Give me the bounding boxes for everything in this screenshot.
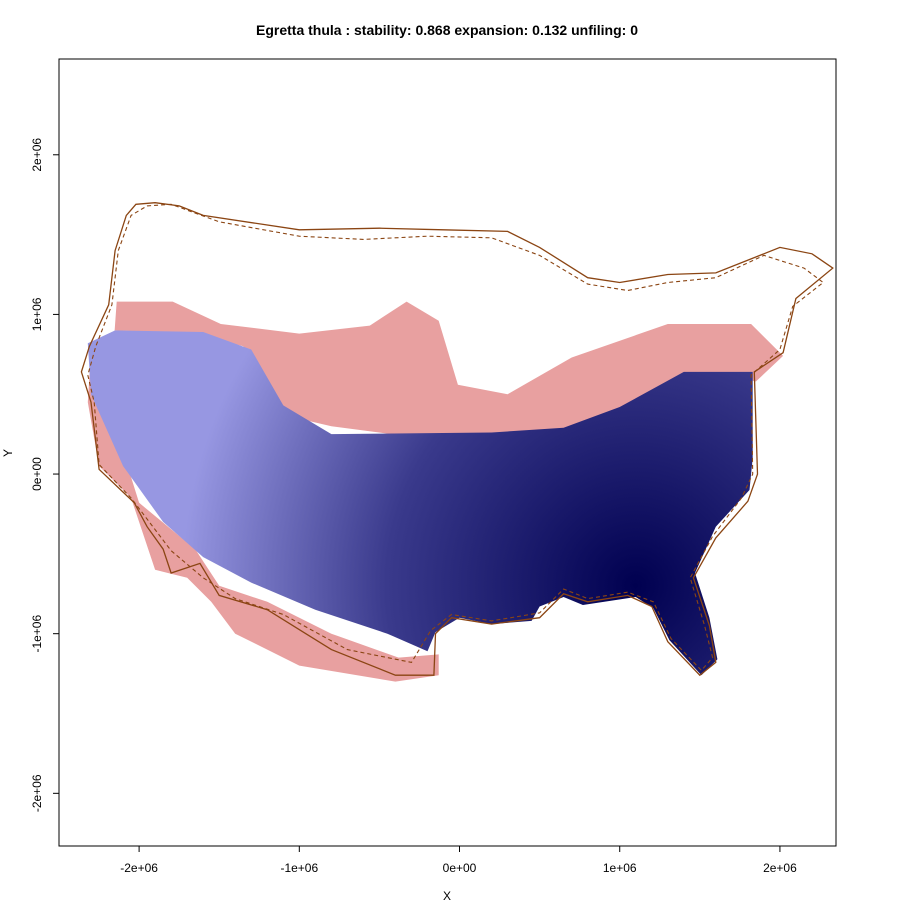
y-axis: -2e+06 -1e+06 0e+00 1e+06 2e+06: [30, 138, 59, 812]
x-axis: -2e+06 -1e+06 0e+00 1e+06 2e+06: [120, 846, 797, 875]
plot-layers: [80, 202, 834, 682]
range-outline-solid: [80, 202, 834, 677]
x-axis-label: X: [443, 889, 451, 903]
range-outline-dashed: [87, 203, 825, 672]
plot-frame: [58, 58, 837, 847]
chart-title: Egretta thula : stability: 0.868 expansi…: [256, 22, 638, 38]
y-tick-label: 0e+00: [30, 457, 44, 491]
x-tick-label: 2e+06: [763, 861, 797, 875]
y-tick-label: 1e+06: [30, 297, 44, 331]
stability-area: [87, 330, 753, 676]
y-tick-label: -2e+06: [30, 774, 44, 812]
y-tick-label: -1e+06: [30, 615, 44, 653]
x-tick-label: 0e+00: [443, 861, 477, 875]
x-tick-label: 1e+06: [603, 861, 637, 875]
y-axis-label: Y: [1, 449, 15, 457]
x-tick-label: -2e+06: [120, 861, 158, 875]
expansion-area: [87, 301, 784, 682]
y-tick-label: 2e+06: [30, 138, 44, 172]
x-tick-label: -1e+06: [280, 861, 318, 875]
